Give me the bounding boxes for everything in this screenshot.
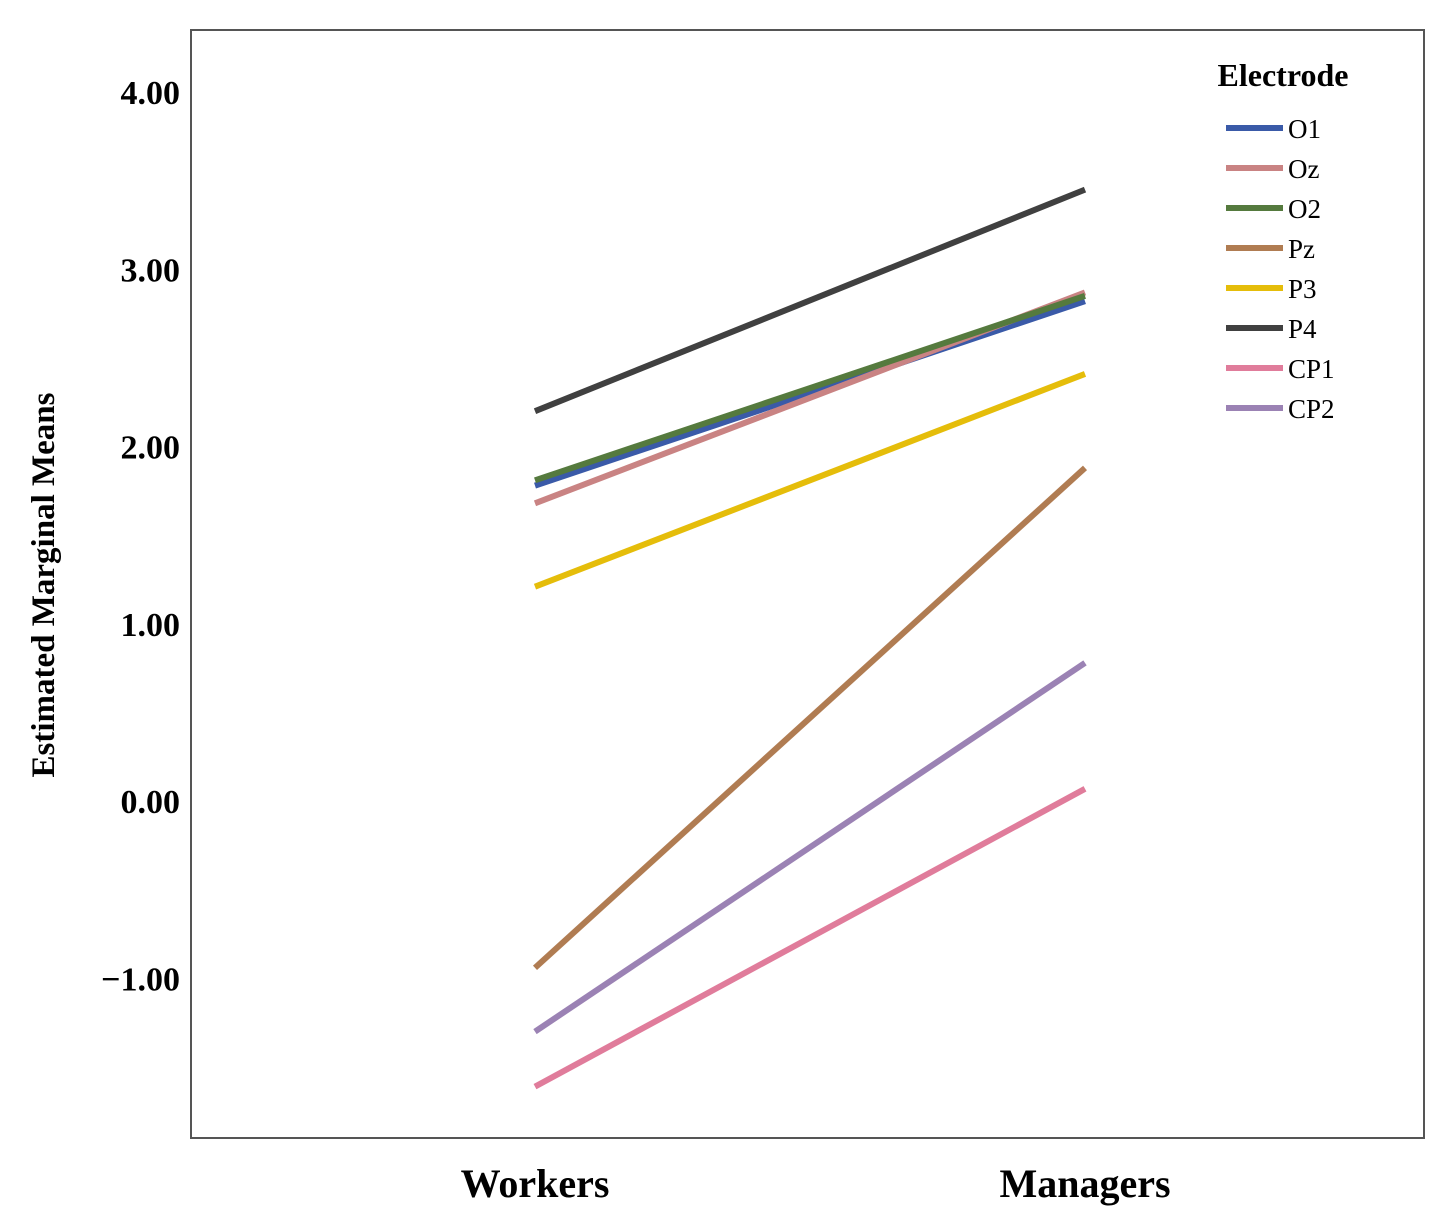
legend-title: Electrode [1218, 57, 1349, 93]
y-tick-label: 1.00 [121, 607, 181, 644]
series-line-p4 [533, 186, 1087, 414]
series-line-cp1 [533, 786, 1087, 1090]
legend-label-o2: O2 [1288, 194, 1321, 224]
series-line-o1 [534, 298, 1086, 489]
x-category-label: Managers [999, 1161, 1170, 1206]
x-category-label: Workers [461, 1161, 610, 1206]
legend-label-cp2: CP2 [1288, 394, 1335, 424]
series-line-pz [532, 465, 1088, 971]
y-axis-title: Estimated Marginal Means [26, 392, 62, 777]
plot-frame [190, 29, 1425, 1139]
y-tick-label: 4.00 [121, 75, 181, 112]
y-tick-label: 2.00 [121, 430, 181, 467]
legend-label-p3: P3 [1288, 274, 1317, 304]
series-line-p3 [533, 371, 1087, 590]
legend-items: O1 Oz O2 Pz P3 P4 CP1 CP2 [1226, 114, 1335, 424]
legend-label-pz: Pz [1288, 234, 1315, 264]
legend-label-cp1: CP1 [1288, 354, 1335, 384]
legend-label-o1: O1 [1288, 114, 1321, 144]
y-tick-label: −1.00 [101, 961, 180, 998]
legend-label-oz: Oz [1288, 154, 1319, 184]
y-tick-label: 0.00 [121, 784, 181, 821]
legend: Electrode O1 Oz O2 Pz P3 P4 CP1 CP2 [1218, 57, 1349, 424]
y-tick-label: 3.00 [121, 252, 181, 289]
y-axis-ticks: 4.00 3.00 2.00 1.00 0.00 −1.00 [101, 75, 180, 998]
series-lines [532, 186, 1088, 1090]
legend-label-p4: P4 [1288, 314, 1317, 344]
series-line-cp2 [533, 660, 1087, 1035]
x-axis-categories: Workers Managers [461, 1161, 1171, 1206]
series-line-o2 [534, 293, 1086, 484]
